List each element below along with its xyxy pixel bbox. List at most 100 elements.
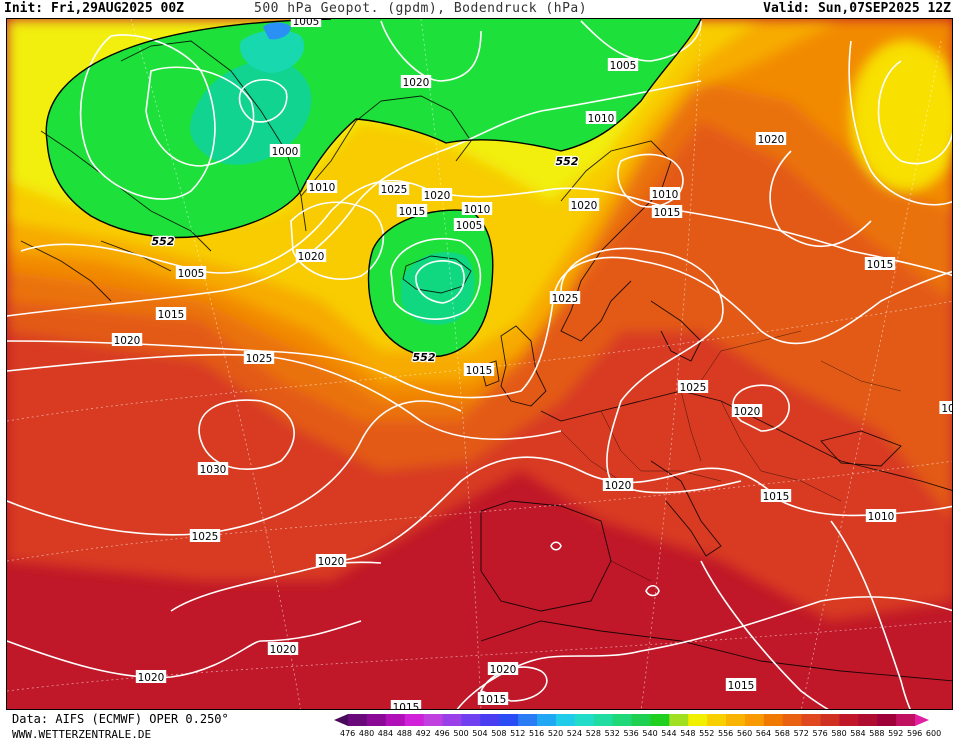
isobar-label-bg (267, 642, 299, 655)
isobar-label-bg (939, 401, 952, 414)
isobar-label-bg (421, 188, 453, 201)
low-core-greenland-2 (240, 29, 305, 73)
coast-italy (650, 460, 722, 557)
colorbar-label: 548 (680, 729, 696, 738)
isobar-label: 1020 (421, 188, 453, 202)
isobar-label-text: 1020 (114, 335, 141, 347)
isobar-label: 1015 (864, 257, 896, 271)
colorbar-swatch (688, 714, 708, 726)
colorbar-swatch (442, 714, 462, 726)
colorbar-swatch (423, 714, 443, 726)
isobar-label-bg (295, 249, 327, 262)
isobar-label-text: 1020 (571, 200, 598, 212)
colorbar-label: 556 (718, 729, 734, 738)
isobar-label-text: 1030 (200, 464, 227, 476)
coast-baltic (650, 300, 702, 362)
height-552-contour (45, 19, 702, 357)
colorbar-swatch (366, 714, 387, 726)
isobar-label-text: 1020 (298, 251, 325, 263)
isobar-label-text: 1025 (680, 382, 707, 394)
colorbar-label: 500 (453, 729, 469, 738)
header-bar: Init: Fri,29AUG2025 00Z 500 hPa Geopot. … (0, 0, 959, 18)
isobar-label: 1005 (290, 19, 322, 28)
isobar-label-bg (731, 404, 763, 417)
isobar-label-bg (755, 132, 787, 145)
isobar-label: 1025 (243, 351, 275, 365)
colorbar-label: 564 (755, 729, 772, 738)
isobar-label-bg (396, 204, 428, 217)
graticule (7, 19, 952, 709)
isobar-label-bg (197, 462, 229, 475)
isobar-label: 1005 (607, 58, 639, 72)
isobar-label-text: 1020 (424, 190, 451, 202)
isobar-label-bg (306, 180, 338, 193)
colorbar-swatch (801, 714, 821, 726)
isobar-label-bg (725, 678, 757, 691)
isobar-label-bg (453, 218, 485, 231)
isobar-label: 1015 (760, 489, 792, 503)
isobar-label-text: 1020 (138, 672, 165, 684)
isobar-label-bg (602, 478, 634, 491)
isobar-label: 1010 (865, 509, 897, 523)
isobar-label-text: 1020 (318, 556, 345, 568)
colorbar-swatch (877, 714, 897, 726)
colorbar: 476 480 484 488 492 496 500 504 508 512 516 520 524 5… (334, 712, 956, 740)
isobar-label-text: 1015 (466, 365, 493, 377)
isobar-label-text: 1005 (178, 268, 205, 280)
height-label: 552 (413, 351, 436, 364)
isobar-label: 1010 (585, 111, 617, 125)
colorbar-swatch (782, 714, 803, 726)
colorbar-label: 484 (377, 729, 394, 738)
isobar-label: 1025 (378, 182, 410, 196)
colorbar-swatch (707, 714, 727, 726)
colorbar-label: 512 (510, 729, 526, 738)
isobar-label-text: 1020 (490, 664, 517, 676)
isobar-label: 1020 (568, 198, 600, 212)
data-source: Data: AIFS (ECMWF) OPER 0.250° (12, 712, 229, 726)
isobar-label: 1015 (477, 692, 509, 706)
colorbar-swatch (820, 714, 840, 726)
colorbar-arrow-right (915, 714, 929, 726)
isobar-label-text: 1010 (868, 511, 895, 523)
isobar-label-bg (607, 58, 639, 71)
isobar-label-text: 1010 (309, 182, 336, 194)
init-time: Init: Fri,29AUG2025 00Z (4, 1, 185, 16)
isobar-label-text: 1015 (763, 491, 790, 503)
isobar-label: 1030 (197, 462, 229, 476)
isobar-label: 1020 (267, 642, 299, 656)
colorbar-arrow-left (334, 714, 348, 726)
colorbar-swatch (574, 714, 595, 726)
isobar-label: 1020 (111, 333, 143, 347)
isobar-label: 1005 (175, 266, 207, 280)
colorbar-swatch (858, 714, 878, 726)
isobar-label-bg (677, 380, 709, 393)
colorbar-swatch (518, 714, 538, 726)
colorbar-label: 520 (547, 729, 564, 738)
coast-greenland (120, 40, 472, 232)
coast-uk (480, 325, 547, 407)
isobar-label: 1025 (189, 529, 221, 543)
colorbar-swatch (896, 714, 916, 726)
colorbar-label: 600 (925, 729, 942, 738)
colorbar-label: 588 (869, 729, 885, 738)
colorbar-swatch (499, 714, 519, 726)
high-yellow-east (851, 41, 952, 191)
colorbar-label: 544 (661, 729, 677, 738)
isobar-label-text: 1015 (480, 694, 507, 706)
colorbar-label: 504 (472, 729, 488, 738)
colorbar-swatch (537, 714, 557, 726)
colorbar-swatch (839, 714, 859, 726)
colorbar-label: 516 (529, 729, 545, 738)
isobar-label: 10 (939, 401, 952, 415)
isobar-label-bg (487, 662, 519, 675)
isobar-label-bg (651, 205, 683, 218)
isobar-label-text: 1020 (270, 644, 297, 656)
isobar-label-text: 1025 (381, 184, 408, 196)
isobar-label-bg (378, 182, 410, 195)
colorbar-label: 492 (415, 729, 431, 738)
colorbar-label: 476 (340, 729, 356, 738)
coast-iberia (480, 500, 612, 612)
colorbar-swatch (631, 714, 651, 726)
low-core-blue (263, 22, 291, 40)
